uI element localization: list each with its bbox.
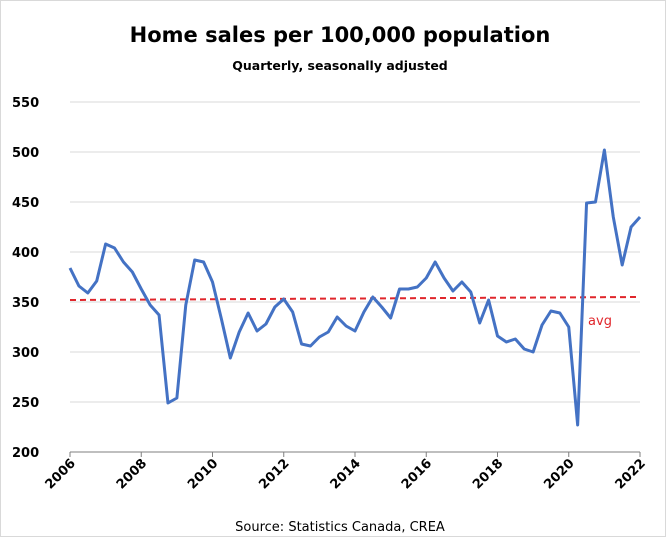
y-tick-label: 550 <box>12 96 39 111</box>
y-tick-label: 200 <box>12 446 39 461</box>
average-line <box>69 296 641 301</box>
chart-title: Home sales per 100,000 population <box>130 23 551 47</box>
y-tick-label: 500 <box>12 146 39 161</box>
y-tick-label: 250 <box>12 396 39 411</box>
source-note: Source: Statistics Canada, CREA <box>235 520 445 535</box>
y-tick-label: 300 <box>12 346 39 361</box>
data-line <box>68 148 642 427</box>
chart-subtitle: Quarterly, seasonally adjusted <box>232 58 448 73</box>
y-tick-label: 450 <box>12 196 39 211</box>
y-tick-label: 400 <box>12 246 39 261</box>
average-label: avg <box>588 314 612 329</box>
y-tick-label: 350 <box>12 296 39 311</box>
